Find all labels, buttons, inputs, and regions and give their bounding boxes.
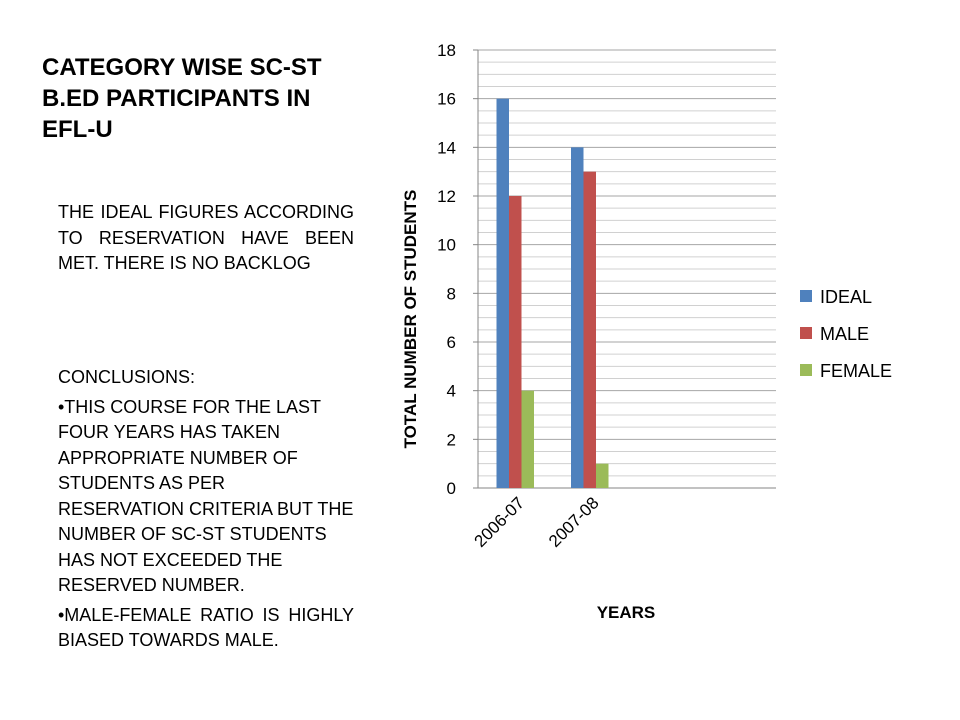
x-tick-label: 2006-07 bbox=[471, 493, 529, 551]
bar-ideal-2007-08 bbox=[571, 147, 584, 488]
y-tick-label: 16 bbox=[437, 90, 456, 109]
bar-ideal-2006-07 bbox=[496, 98, 509, 489]
y-tick-label: 14 bbox=[437, 138, 456, 157]
bar-male-2006-07 bbox=[509, 196, 522, 488]
x-axis-title: YEARS bbox=[597, 603, 656, 622]
y-tick-label: 2 bbox=[447, 430, 456, 449]
y-tick-label: 6 bbox=[447, 333, 456, 352]
y-tick-label: 8 bbox=[447, 284, 456, 303]
x-tick-label: 2007-08 bbox=[545, 493, 603, 551]
conclusion-bullet-1: •THIS COURSE FOR THE LAST FOUR YEARS HAS… bbox=[58, 396, 354, 596]
bar-female-2007-08 bbox=[596, 463, 609, 488]
bar-female-2006-07 bbox=[521, 390, 534, 488]
y-axis-title: TOTAL NUMBER OF STUDENTS bbox=[401, 190, 420, 449]
legend-swatch-ideal bbox=[800, 290, 812, 302]
legend-label-ideal: IDEAL bbox=[820, 287, 872, 307]
conclusions-block: CONCLUSIONS: •THIS COURSE FOR THE LAST F… bbox=[58, 365, 354, 654]
legend-label-female: FEMALE bbox=[820, 361, 892, 381]
bar-chart: 0 2 4 6 8 10 12 14 16 18 2006-07 2007-08 YEARS TOTAL … bbox=[401, 41, 892, 622]
y-tick-label: 0 bbox=[447, 479, 456, 498]
legend-label-male: MALE bbox=[820, 324, 869, 344]
legend-swatch-female bbox=[800, 364, 812, 376]
intro-text: THE IDEAL FIGURES ACCORDING TO RESERVATI… bbox=[58, 202, 354, 273]
conclusion-bullet-2: •MALE-FEMALE RATIO IS HIGHLY BIASED TOWA… bbox=[58, 604, 354, 651]
y-tick-label: 4 bbox=[447, 382, 456, 401]
bar-male-2007-08 bbox=[583, 171, 596, 488]
conclusions-heading: CONCLUSIONS: bbox=[58, 367, 196, 387]
y-tick-label: 10 bbox=[437, 236, 456, 255]
slide-title: CATEGORY WISE SC-ST B.ED PARTICIPANTS IN… bbox=[42, 54, 322, 143]
legend-swatch-male bbox=[800, 327, 812, 339]
y-tick-label: 12 bbox=[437, 187, 456, 206]
y-tick-label: 18 bbox=[437, 41, 456, 60]
